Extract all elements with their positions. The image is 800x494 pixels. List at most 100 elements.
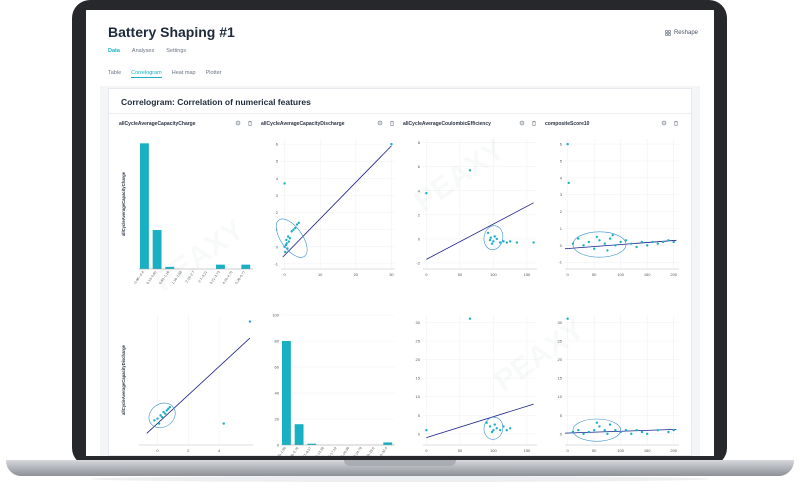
x-tick-label: 50 [458,448,463,453]
subtab-plotter[interactable]: Plotter [205,70,222,76]
scatter-point [493,423,496,426]
chart-plot: 6 5 4 3 2 1 0 -1 0 50 100 150 200 [558,139,679,277]
y-tick-label: 2 [418,212,421,217]
x-tick-label: 200 [670,448,677,453]
y-tick-label: 0 [418,236,421,241]
tab-analyses[interactable]: Analyses [131,48,155,54]
y-tick-label: 20 [416,357,421,362]
chart-plot: 0 2 4 allCycleAverageCapacityDischarge [121,315,253,453]
y-axis-label: allCycleAverageCapacityCharge [121,171,126,236]
scatter-point [486,231,490,235]
scatter-point [492,428,495,432]
confidence-ellipse [483,416,504,440]
reshape-button[interactable]: Reshape [665,30,698,36]
scatter-point [502,240,505,243]
scatter-point [515,241,519,244]
scatter-point [498,241,502,244]
y-tick-label: 3 [560,192,563,197]
scatter-point [488,425,492,428]
x-tick-label: 19.08–20.99 [336,446,350,456]
chart-plot: 8 6 4 2 0 -2 0 50 100 150 [416,139,537,277]
scatter-point [651,240,654,244]
trash-icon[interactable] [389,120,395,126]
chart-plot: -0.86–-0.4 0.13–0.65 0.65–1.16 1.16–1.68 2.1… [121,143,253,285]
scatter-point [248,320,252,323]
scatter-point [577,237,580,240]
scatter-point [468,317,472,320]
regression-line [426,202,534,260]
confidence-ellipse [483,225,504,250]
x-tick-label: 2 [187,448,190,453]
gear-icon[interactable] [661,120,667,126]
scatter-point [285,242,288,245]
y-tick-label: 0 [560,243,563,248]
scatter-point [286,235,290,238]
x-tick-label: 4 [218,448,221,453]
y-tick-label: 0 [276,244,279,249]
scatter-point [608,237,612,240]
scatter-point [157,422,161,425]
x-tick-label: 2.7–3.21 [197,270,208,283]
scatter-point [287,240,291,243]
y-tick-label: 6 [560,142,563,147]
correlogram-title: Correlogram: Correlation of numerical fe… [121,97,311,107]
y-axis-label: allCycleAverageCapacityDischarge [121,344,126,415]
y-tick-label: 25 [558,339,563,344]
y-tick-label: 4 [276,176,279,181]
scatter-point [630,432,633,436]
scatter-point [492,240,495,243]
tab-settings[interactable]: Settings [166,48,187,54]
trash-icon[interactable] [247,120,253,126]
confidence-ellipse [572,231,627,258]
panel-actions [661,120,679,126]
scatter-point [425,428,428,432]
scatter-point [505,428,509,432]
correlogram-panel: 0 2 4 allCycleAverageCapacityDischarge [119,297,259,456]
trash-icon[interactable] [673,120,679,126]
app-window: Battery Shaping #1 Reshape Data Analyses… [86,10,714,456]
y-tick-label: 3 [276,193,279,198]
subtab-correlogram[interactable]: Correlogram [131,70,162,78]
scatter-point [606,249,609,252]
laptop-notch [344,460,456,466]
histogram-bar [307,443,317,445]
scatter-point [603,428,606,432]
subtab-heat-map[interactable]: Heat map [171,70,196,76]
x-tick-label: 1.16–1.68 [171,270,183,285]
histogram-bar [165,266,175,269]
subtab-table[interactable]: Table [108,70,122,76]
scatter-point [598,239,601,242]
tab-data[interactable]: Data [108,48,120,54]
gear-icon[interactable] [519,120,525,126]
reshape-label: Reshape [673,30,698,36]
scatter-point [619,240,622,244]
gear-icon[interactable] [235,120,241,126]
scatter-point [156,417,159,420]
scatter-point [614,244,617,247]
x-tick-label: 100 [617,448,624,453]
confidence-ellipse [572,418,621,442]
gear-icon[interactable] [377,120,383,126]
x-tick-label: 150 [644,272,651,277]
correlogram-panel: 30 25 20 15 10 5 0 0 50 100 150 200 [545,297,685,456]
x-tick-label: 0 [425,448,428,453]
scatter-point [165,409,168,412]
regression-line [146,337,251,434]
scatter-point [608,423,612,426]
reshape-icon [665,30,671,36]
histogram-bar [152,230,162,269]
scatter-point [630,242,633,245]
page-title: Battery Shaping #1 [108,24,235,40]
scatter-point [614,428,617,432]
panel-actions [377,120,395,126]
scatter-point [566,142,569,146]
histogram-bar [294,424,304,445]
correlogram-panel: allCycleAverageCapacityCharge -0.86–-0.4 0… [119,120,259,293]
scatter-point [567,181,570,185]
trash-icon[interactable] [531,120,537,126]
histogram-bar [282,341,291,445]
scatter-point [635,245,638,249]
